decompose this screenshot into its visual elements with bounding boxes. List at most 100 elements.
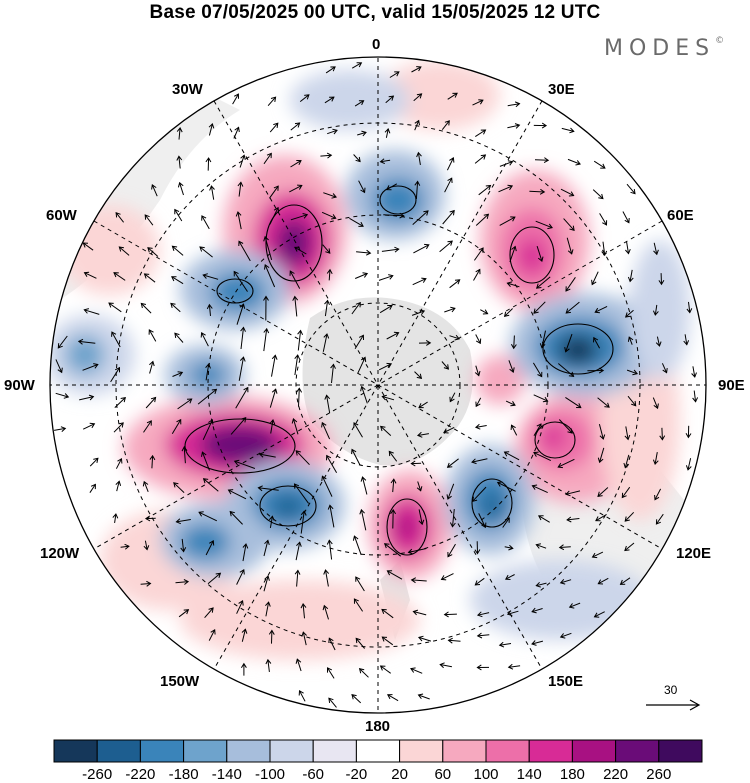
wind-arrow-head bbox=[240, 662, 247, 669]
wind-arrow-head bbox=[183, 609, 190, 615]
wind-arrow bbox=[351, 302, 361, 315]
wind-arrow bbox=[411, 66, 422, 73]
wind-arrow-head bbox=[691, 372, 697, 378]
wind-arrow-head bbox=[149, 360, 155, 367]
wind-arrow-head bbox=[90, 483, 96, 490]
wind-arrow-head bbox=[447, 177, 453, 183]
wind-arrow-head bbox=[632, 369, 639, 376]
wind-arrow-head bbox=[604, 402, 610, 408]
wind-arrow-head bbox=[624, 434, 631, 441]
wind-arrow-head bbox=[173, 482, 179, 488]
wind-arrow-head bbox=[321, 421, 327, 428]
wind-arrow-head bbox=[93, 363, 99, 369]
wind-arrow bbox=[387, 570, 403, 580]
wind-arrow bbox=[410, 668, 423, 674]
colorbar-tick-label: -60 bbox=[302, 766, 325, 783]
wind-arrow bbox=[567, 518, 580, 521]
wind-arrow bbox=[290, 122, 300, 131]
wind-arrow-head bbox=[113, 272, 119, 278]
wind-arrow-head bbox=[508, 544, 514, 551]
wind-arrow-head bbox=[298, 689, 304, 696]
wind-arrow-head bbox=[653, 249, 659, 256]
wind-arrow-head bbox=[416, 66, 422, 72]
wind-arrow bbox=[408, 548, 427, 553]
wind-arrow-head bbox=[381, 608, 387, 614]
colorbar-box bbox=[658, 739, 703, 763]
wind-arrow bbox=[509, 246, 516, 263]
wind-arrow-head bbox=[326, 152, 333, 159]
wind-arrow-head bbox=[296, 541, 302, 547]
wind-arrow-head bbox=[510, 216, 516, 222]
wind-arrow-head bbox=[143, 545, 150, 551]
brand-logo: MODES© bbox=[604, 36, 724, 61]
wind-arrow-head bbox=[597, 579, 604, 585]
wind-arrow-head bbox=[559, 578, 566, 585]
wind-arrow-head bbox=[351, 448, 357, 455]
wind-arrow-head bbox=[111, 331, 117, 337]
colorbar-box bbox=[399, 739, 444, 763]
wind-arrow bbox=[449, 392, 456, 402]
wind-arrow-head bbox=[565, 286, 571, 292]
wind-arrow-head bbox=[328, 697, 334, 703]
wind-arrow bbox=[379, 305, 393, 314]
wind-arrow-head bbox=[446, 462, 453, 468]
wind-arrow-head bbox=[417, 693, 424, 700]
colorbar-box bbox=[183, 739, 228, 763]
wind-arrow-head bbox=[414, 180, 421, 186]
wind-arrow-head bbox=[418, 519, 425, 526]
wind-arrow bbox=[385, 128, 389, 138]
wind-arrow bbox=[171, 276, 184, 285]
wind-arrow bbox=[504, 546, 513, 549]
wind-arrow bbox=[557, 363, 574, 377]
wind-arrow bbox=[208, 123, 213, 136]
wind-arrow bbox=[202, 419, 213, 441]
wind-arrow-head bbox=[543, 157, 550, 164]
wind-arrow-head bbox=[531, 607, 537, 614]
wind-arrow bbox=[230, 417, 247, 435]
wind-arrow-head bbox=[536, 423, 542, 429]
wind-arrow bbox=[355, 273, 368, 279]
lon-label-120e: 120E bbox=[676, 545, 712, 562]
wind-arrow bbox=[114, 397, 126, 408]
wind-arrow bbox=[201, 215, 210, 230]
wind-arrow-head bbox=[539, 343, 546, 349]
wind-arrow bbox=[560, 188, 574, 197]
wind-arrow-head bbox=[410, 577, 417, 584]
wind-arrow bbox=[477, 612, 490, 616]
wind-arrow-head bbox=[496, 481, 503, 487]
wind-arrow bbox=[179, 182, 184, 196]
wind-arrow bbox=[655, 513, 664, 525]
wind-arrow-head bbox=[475, 401, 481, 408]
wind-arrow-head bbox=[386, 362, 393, 369]
wind-arrow-head bbox=[624, 312, 631, 318]
wind-arrow-head bbox=[355, 156, 361, 163]
colorbar-box bbox=[96, 739, 141, 763]
wind-arrow-head bbox=[171, 245, 178, 251]
lon-label-30w: 30W bbox=[172, 81, 203, 98]
wind-arrow-head bbox=[476, 632, 483, 639]
wind-arrow bbox=[439, 240, 453, 253]
wind-arrow-head bbox=[390, 478, 397, 484]
wind-arrow bbox=[362, 476, 368, 495]
lon-label-90e: 90E bbox=[718, 377, 745, 394]
colorbar-tick-label: -20 bbox=[345, 766, 368, 783]
wind-arrow-head bbox=[264, 575, 270, 581]
reference-vector bbox=[646, 699, 701, 711]
wind-arrow bbox=[475, 397, 482, 407]
wind-arrow-head bbox=[454, 334, 460, 341]
wind-arrow-head bbox=[655, 341, 662, 347]
wind-arrow-head bbox=[652, 459, 659, 466]
wind-arrow bbox=[325, 66, 336, 74]
wind-arrow bbox=[507, 610, 519, 615]
wind-arrow bbox=[414, 120, 420, 131]
wind-arrow-head bbox=[447, 551, 453, 558]
wind-arrow-head bbox=[568, 603, 575, 609]
wind-arrow-head bbox=[506, 610, 513, 616]
colorbar-tick-label: 220 bbox=[603, 766, 629, 783]
wind-arrow bbox=[84, 272, 97, 279]
wind-arrow-head bbox=[542, 396, 549, 403]
wind-arrow-head bbox=[235, 211, 242, 217]
wind-arrow bbox=[328, 697, 337, 708]
wind-arrow bbox=[413, 244, 430, 254]
wind-arrow bbox=[328, 637, 336, 651]
